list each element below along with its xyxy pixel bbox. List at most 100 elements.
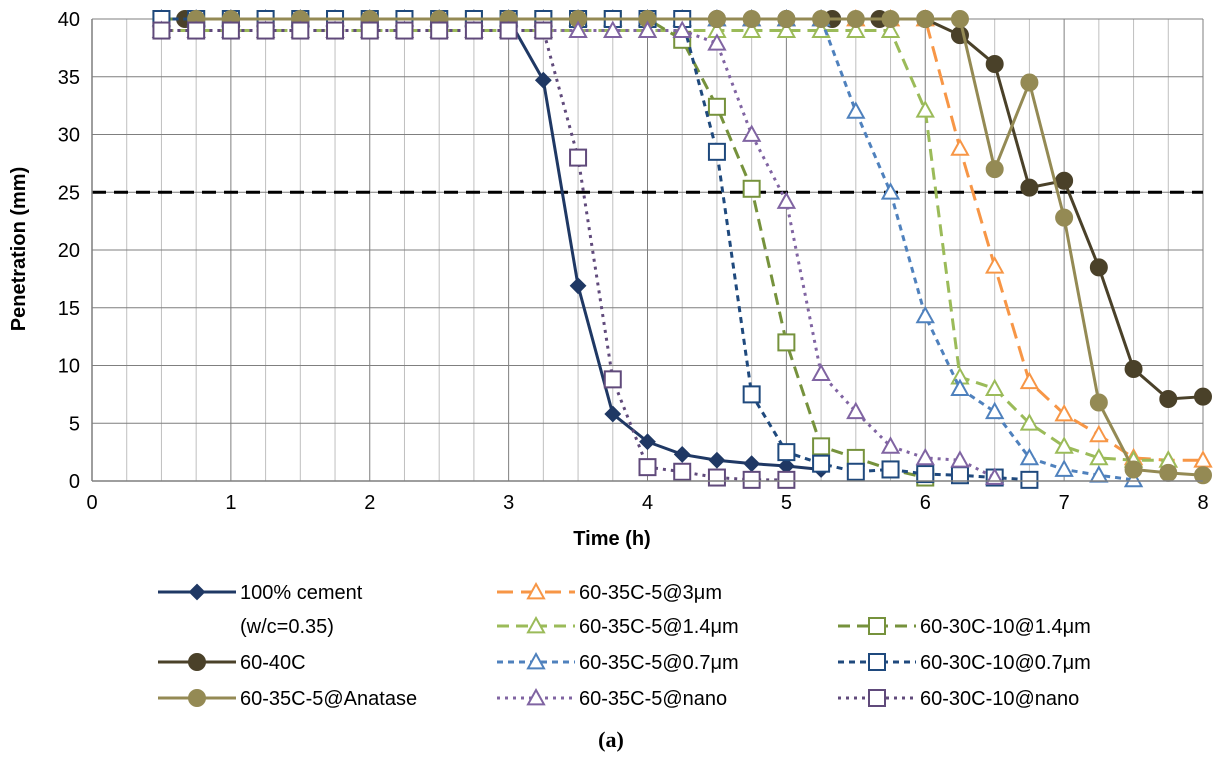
series-2 [151,20,1178,468]
data-point [603,370,622,389]
data-point [534,21,553,40]
data-point [637,20,658,38]
data-point [915,305,935,324]
data-point [1089,465,1109,483]
data-point [499,21,518,40]
series-line [161,17,1030,482]
data-point [569,148,588,167]
series-line [196,17,1204,477]
data-point [638,458,657,477]
data-point [743,455,761,473]
data-point [741,124,762,142]
legend-label: 60-35C-5@Anatase [240,688,417,710]
data-point [915,447,935,466]
data-point [673,462,692,481]
data-point [985,55,1004,74]
figure-caption: (a) [598,727,624,752]
series-4 [176,10,1212,408]
y-tick-label: 15 [58,298,80,320]
data-point [742,179,761,198]
data-point [1124,359,1143,378]
legend-marker [868,617,886,635]
x-tick-label: 8 [1197,492,1208,514]
legend-marker [526,651,546,670]
legend-label: 60-35C-5@3μm [579,582,722,604]
data-point [812,10,831,28]
data-point [1159,463,1178,482]
data-point [639,433,656,451]
legend-label: 60-30C-10@0.7μm [920,652,1091,674]
data-point [1020,178,1039,197]
data-point [742,385,761,404]
data-point [707,10,726,28]
data-point [1089,424,1109,443]
legend-label: 100% cement [240,582,363,604]
legend-marker [188,653,206,671]
data-point [950,138,970,156]
data-point [777,443,796,462]
y-tick-label: 40 [58,9,80,31]
x-tick-label: 0 [86,492,97,514]
data-point [777,333,796,352]
data-point [1159,389,1178,408]
series-line [161,17,822,471]
data-point [777,470,796,489]
data-point [880,182,901,200]
x-axis-title: Time (h) [573,528,650,550]
y-tick-label: 0 [69,471,80,493]
data-point [1055,208,1074,227]
x-tick-label: 1 [225,492,236,514]
legend-marker [868,653,886,671]
y-tick-label: 5 [69,413,80,435]
data-point [985,160,1004,179]
data-point [950,378,970,396]
data-point [707,97,726,116]
data-point [984,256,1005,274]
data-point [1020,73,1039,92]
data-point [464,21,483,40]
data-point [1194,387,1212,406]
data-point [915,100,935,118]
data-point [568,20,588,38]
data-point [708,451,726,469]
data-point [846,101,866,119]
legend-label: 60-30C-10@1.4μm [920,616,1091,638]
x-tick-label: 2 [364,492,375,514]
data-point [811,363,831,381]
data-point [291,21,310,40]
legend-label: 60-35C-5@nano [579,688,727,710]
data-point [604,405,622,423]
data-point [603,20,623,38]
data-point [221,21,240,40]
data-point [812,454,831,473]
data-point [846,401,866,420]
x-tick-label: 3 [503,492,514,514]
data-point [1019,371,1040,390]
data-point [707,33,727,51]
data-point [880,436,901,454]
data-point [430,21,449,40]
data-point [846,10,865,28]
y-tick-label: 20 [58,240,80,262]
data-point [812,437,831,456]
data-point [846,20,866,38]
data-point [1019,413,1040,431]
data-point [672,20,692,38]
legend-marker [188,689,206,707]
x-tick-label: 4 [642,492,653,514]
tick-labels: 0 1 2 3 4 5 6 7 8 0 5 10 15 20 25 30 35 40 [58,9,1209,514]
data-point [950,10,969,28]
data-point [742,10,761,28]
data-point [187,21,206,40]
data-point [741,20,762,38]
data-point [1089,258,1108,277]
data-point [1055,171,1074,190]
x-tick-label: 5 [781,492,792,514]
x-tick-label: 7 [1059,492,1070,514]
data-point [395,21,414,40]
data-point [881,10,900,28]
data-point [360,21,379,40]
legend-marker [526,615,546,634]
series-6 [152,10,1039,489]
data-point [1194,466,1212,485]
